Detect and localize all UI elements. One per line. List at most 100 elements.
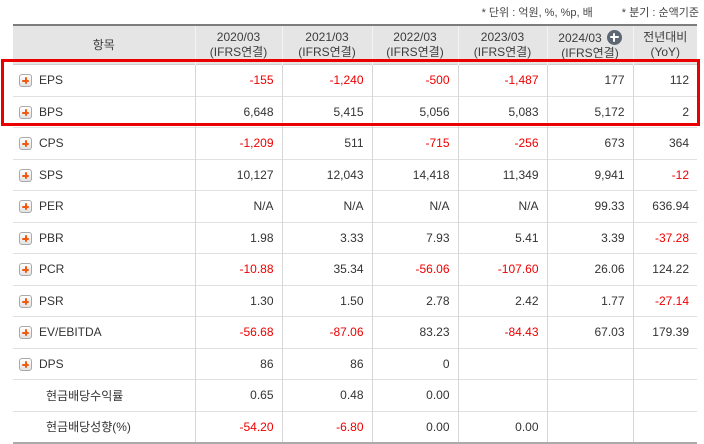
row-label-text: PSR bbox=[39, 293, 64, 308]
table-notes: * 단위 : 억원, %, %p, 배 * 분기 : 순액기준 bbox=[482, 4, 699, 20]
value-cell: 2.42 bbox=[457, 284, 547, 317]
value-cell: 1.77 bbox=[546, 284, 633, 317]
row-label-text: DPS bbox=[39, 356, 64, 371]
row-label-cell: PCR bbox=[13, 253, 195, 285]
expand-plus-icon[interactable] bbox=[19, 105, 32, 119]
value-cell: 83.23 bbox=[371, 316, 458, 348]
value-cell: 0.00 bbox=[457, 410, 547, 443]
value-cell: 0.00 bbox=[371, 410, 458, 443]
per-share-ratio-table: 항목 2020/03 (IFRS연결) 2021/03 (IFRS연결) 2022/03(… bbox=[13, 24, 697, 444]
column-header-2023-03: 2023/03 (IFRS연결) bbox=[457, 25, 547, 65]
column-basis-label: (IFRS연결) bbox=[386, 45, 444, 59]
value-cell bbox=[632, 347, 697, 380]
value-cell bbox=[457, 347, 547, 380]
value-cell: -54.20 bbox=[194, 410, 282, 443]
value-cell: 5,083 bbox=[457, 95, 547, 128]
value-cell: N/A bbox=[457, 190, 547, 222]
value-cell: 11,349 bbox=[457, 158, 547, 191]
value-cell: 10,127 bbox=[194, 158, 282, 191]
column-period-label: 2020/03 bbox=[216, 30, 261, 44]
value-cell: 6,648 bbox=[194, 95, 282, 128]
value-cell: 5.41 bbox=[457, 221, 547, 254]
value-cell bbox=[546, 347, 633, 380]
column-basis-label: (IFRS연결) bbox=[473, 45, 532, 59]
row-label-cell: EV/EBITDA bbox=[13, 316, 195, 348]
column-period-label: 2023/03 bbox=[480, 30, 525, 44]
value-cell bbox=[632, 410, 697, 443]
expand-plus-icon[interactable] bbox=[19, 200, 32, 214]
value-cell: 673 bbox=[546, 127, 633, 159]
row-label-cell: 현금배당성향(%) bbox=[13, 410, 195, 443]
row-label-cell: PBR bbox=[13, 221, 195, 254]
value-cell: 7.93 bbox=[371, 221, 458, 254]
column-header-item: 항목 bbox=[13, 25, 195, 65]
column-basis-label: (IFRS연결) bbox=[209, 45, 268, 59]
value-cell: 2 bbox=[632, 95, 697, 128]
value-cell: -1,209 bbox=[194, 127, 282, 159]
add-period-plus-icon[interactable] bbox=[606, 29, 622, 45]
row-label-cell: SPS bbox=[13, 158, 195, 191]
table-row-pcr: PCR -10.88 35.34 -56.06 -107.60 26.06 124.22 bbox=[13, 253, 697, 285]
value-cell: 9,941 bbox=[546, 158, 633, 191]
expand-plus-icon[interactable] bbox=[19, 137, 32, 151]
value-cell: -10.88 bbox=[194, 253, 282, 285]
column-basis-label: (YoY) bbox=[650, 45, 681, 59]
table-row-per: PER N/A N/A N/A N/A 99.33 636.94 bbox=[13, 190, 697, 222]
table-row-bps: BPS 6,648 5,415 5,056 5,083 5,172 2 bbox=[13, 95, 697, 128]
value-cell: 364 bbox=[632, 127, 697, 159]
row-label-cell: 현금배당수익률 bbox=[13, 379, 195, 411]
row-label-text: EV/EBITDA bbox=[39, 325, 102, 340]
value-cell: -1,487 bbox=[457, 64, 547, 96]
expand-plus-icon[interactable] bbox=[19, 294, 32, 308]
value-cell: 2.78 bbox=[371, 284, 458, 317]
value-cell: 179.39 bbox=[632, 316, 697, 348]
table-header-row: 항목 2020/03 (IFRS연결) 2021/03 (IFRS연결) 2022/03(… bbox=[13, 25, 697, 65]
value-cell: 0 bbox=[371, 347, 458, 380]
value-cell: 26.06 bbox=[546, 253, 633, 285]
expand-plus-icon[interactable] bbox=[19, 74, 32, 88]
value-cell: 12,043 bbox=[281, 158, 372, 191]
value-cell bbox=[546, 379, 633, 411]
row-label-cell: DPS bbox=[13, 347, 195, 380]
column-header-col: 전년대비 (YoY) bbox=[632, 25, 697, 65]
value-cell: 636.94 bbox=[632, 190, 697, 222]
value-cell: 511 bbox=[281, 127, 372, 159]
value-cell: 0.65 bbox=[194, 379, 282, 411]
value-cell: -155 bbox=[194, 64, 282, 96]
column-basis-label: (IFRS연결) bbox=[561, 45, 619, 60]
value-cell: N/A bbox=[371, 190, 458, 222]
column-period-label: 2024/03 bbox=[558, 30, 602, 45]
row-label-cell: PSR bbox=[13, 284, 195, 317]
row-label-cell: EPS bbox=[13, 64, 195, 96]
table-row-ev-ebitda: EV/EBITDA -56.68 -87.06 83.23 -84.43 67.03 179… bbox=[13, 316, 697, 348]
column-header-2021-03: 2021/03 (IFRS연결) bbox=[281, 25, 372, 65]
row-label-cell: BPS bbox=[13, 95, 195, 128]
column-header-2024-03: 2024/03 (IFRS연결) bbox=[546, 25, 633, 65]
expand-plus-icon[interactable] bbox=[19, 357, 32, 371]
expand-plus-icon[interactable] bbox=[19, 168, 32, 182]
value-cell: -256 bbox=[457, 127, 547, 159]
expand-plus-icon[interactable] bbox=[19, 263, 32, 277]
value-cell: -12 bbox=[632, 158, 697, 191]
value-cell: 3.39 bbox=[546, 221, 633, 254]
row-label-cell: PER bbox=[13, 190, 195, 222]
value-cell: 14,418 bbox=[371, 158, 458, 191]
row-label-text: CPS bbox=[39, 136, 64, 151]
value-cell: -37.28 bbox=[632, 221, 697, 254]
value-cell: -27.14 bbox=[632, 284, 697, 317]
row-label-cell: CPS bbox=[13, 127, 195, 159]
row-label-text: 현금배당수익률 bbox=[46, 388, 124, 403]
value-cell: 35.34 bbox=[281, 253, 372, 285]
value-cell: -84.43 bbox=[457, 316, 547, 348]
value-cell bbox=[546, 410, 633, 443]
column-header-2020-03: 2020/03 (IFRS연결) bbox=[194, 25, 282, 65]
table-row-cps: CPS -1,209 511 -715 -256 673 364 bbox=[13, 127, 697, 159]
value-cell: -6.80 bbox=[281, 410, 372, 443]
value-cell: -500 bbox=[371, 64, 458, 96]
row-label-text: PCR bbox=[39, 262, 65, 277]
value-cell: 1.98 bbox=[194, 221, 282, 254]
table-row-col: 현금배당수익률 0.65 0.48 0.00 bbox=[13, 379, 697, 411]
expand-plus-icon[interactable] bbox=[19, 231, 32, 245]
expand-plus-icon[interactable] bbox=[19, 326, 32, 340]
column-header-2022-03: 2022/03 (IFRS연결) bbox=[371, 25, 458, 65]
